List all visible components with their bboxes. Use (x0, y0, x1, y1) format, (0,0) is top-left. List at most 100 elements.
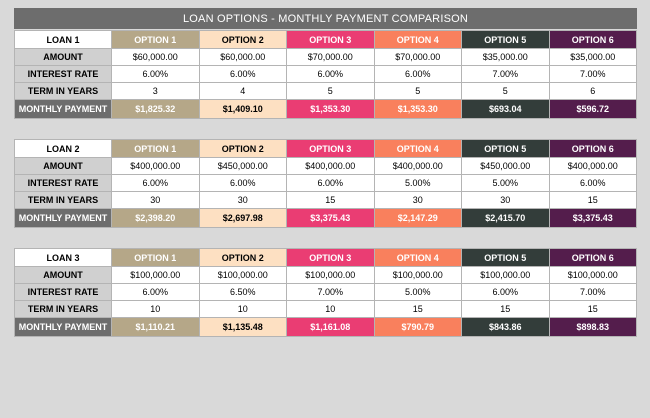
option-header-4[interactable]: OPTION 4 (373, 248, 462, 267)
interest-rate-row-label[interactable]: INTEREST RATE (14, 283, 112, 301)
payment-cell[interactable]: $3,375.43 (548, 208, 637, 228)
payment-cell[interactable]: $2,415.70 (461, 208, 550, 228)
term-cell[interactable]: 15 (373, 300, 462, 318)
loan-name[interactable]: LOAN 2 (14, 139, 112, 158)
rate-cell[interactable]: 6.00% (548, 174, 637, 192)
amount-cell[interactable]: $400,000.00 (111, 157, 200, 175)
rate-cell[interactable]: 5.00% (461, 174, 550, 192)
amount-cell[interactable]: $70,000.00 (286, 48, 375, 66)
option-header-3[interactable]: OPTION 3 (286, 30, 375, 49)
rate-cell[interactable]: 7.00% (548, 65, 637, 83)
term-cell[interactable]: 3 (111, 82, 200, 100)
payment-cell[interactable]: $2,697.98 (198, 208, 287, 228)
term-cell[interactable]: 15 (548, 300, 637, 318)
rate-cell[interactable]: 6.00% (286, 65, 375, 83)
monthly-payment-label[interactable]: MONTHLY PAYMENT (14, 99, 112, 119)
loan-name[interactable]: LOAN 1 (14, 30, 112, 49)
payment-cell[interactable]: $693.04 (461, 99, 550, 119)
monthly-payment-label[interactable]: MONTHLY PAYMENT (14, 208, 112, 228)
term-cell[interactable]: 5 (286, 82, 375, 100)
rate-cell[interactable]: 6.00% (111, 65, 200, 83)
payment-cell[interactable]: $2,147.29 (373, 208, 462, 228)
option-header-1[interactable]: OPTION 1 (111, 139, 200, 158)
term-cell[interactable]: 30 (198, 191, 287, 209)
option-header-2[interactable]: OPTION 2 (198, 248, 287, 267)
term-row-label[interactable]: TERM IN YEARS (14, 82, 112, 100)
payment-cell[interactable]: $1,353.30 (373, 99, 462, 119)
term-cell[interactable]: 10 (286, 300, 375, 318)
term-row-label[interactable]: TERM IN YEARS (14, 191, 112, 209)
amount-cell[interactable]: $450,000.00 (461, 157, 550, 175)
term-cell[interactable]: 15 (548, 191, 637, 209)
payment-cell[interactable]: $1,135.48 (198, 317, 287, 337)
amount-cell[interactable]: $100,000.00 (548, 266, 637, 284)
option-header-4[interactable]: OPTION 4 (373, 30, 462, 49)
amount-cell[interactable]: $35,000.00 (461, 48, 550, 66)
payment-cell[interactable]: $898.83 (548, 317, 637, 337)
amount-cell[interactable]: $400,000.00 (548, 157, 637, 175)
rate-cell[interactable]: 6.00% (198, 65, 287, 83)
option-header-1[interactable]: OPTION 1 (111, 30, 200, 49)
amount-cell[interactable]: $400,000.00 (286, 157, 375, 175)
payment-cell[interactable]: $1,353.30 (286, 99, 375, 119)
amount-row-label[interactable]: AMOUNT (14, 157, 112, 175)
rate-cell[interactable]: 7.00% (286, 283, 375, 301)
payment-cell[interactable]: $843.86 (461, 317, 550, 337)
term-cell[interactable]: 30 (373, 191, 462, 209)
option-header-5[interactable]: OPTION 5 (461, 30, 550, 49)
option-header-6[interactable]: OPTION 6 (548, 139, 637, 158)
payment-cell[interactable]: $596.72 (548, 99, 637, 119)
term-cell[interactable]: 30 (111, 191, 200, 209)
option-header-1[interactable]: OPTION 1 (111, 248, 200, 267)
payment-cell[interactable]: $790.79 (373, 317, 462, 337)
rate-cell[interactable]: 5.00% (373, 174, 462, 192)
rate-cell[interactable]: 6.00% (198, 174, 287, 192)
payment-cell[interactable]: $1,825.32 (111, 99, 200, 119)
term-cell[interactable]: 10 (111, 300, 200, 318)
amount-cell[interactable]: $100,000.00 (111, 266, 200, 284)
option-header-5[interactable]: OPTION 5 (461, 139, 550, 158)
amount-row-label[interactable]: AMOUNT (14, 266, 112, 284)
interest-rate-row-label[interactable]: INTEREST RATE (14, 65, 112, 83)
option-header-4[interactable]: OPTION 4 (373, 139, 462, 158)
amount-cell[interactable]: $70,000.00 (373, 48, 462, 66)
term-cell[interactable]: 4 (198, 82, 287, 100)
option-header-2[interactable]: OPTION 2 (198, 139, 287, 158)
option-header-6[interactable]: OPTION 6 (548, 30, 637, 49)
term-cell[interactable]: 30 (461, 191, 550, 209)
rate-cell[interactable]: 7.00% (461, 65, 550, 83)
rate-cell[interactable]: 6.00% (461, 283, 550, 301)
option-header-2[interactable]: OPTION 2 (198, 30, 287, 49)
monthly-payment-label[interactable]: MONTHLY PAYMENT (14, 317, 112, 337)
payment-cell[interactable]: $1,409.10 (198, 99, 287, 119)
amount-cell[interactable]: $450,000.00 (198, 157, 287, 175)
loan-name[interactable]: LOAN 3 (14, 248, 112, 267)
rate-cell[interactable]: 7.00% (548, 283, 637, 301)
payment-cell[interactable]: $3,375.43 (286, 208, 375, 228)
payment-cell[interactable]: $1,161.08 (286, 317, 375, 337)
rate-cell[interactable]: 6.00% (111, 174, 200, 192)
term-row-label[interactable]: TERM IN YEARS (14, 300, 112, 318)
amount-cell[interactable]: $400,000.00 (373, 157, 462, 175)
amount-cell[interactable]: $35,000.00 (548, 48, 637, 66)
payment-cell[interactable]: $2,398.20 (111, 208, 200, 228)
option-header-3[interactable]: OPTION 3 (286, 248, 375, 267)
rate-cell[interactable]: 6.00% (286, 174, 375, 192)
term-cell[interactable]: 15 (286, 191, 375, 209)
amount-cell[interactable]: $100,000.00 (461, 266, 550, 284)
rate-cell[interactable]: 6.00% (111, 283, 200, 301)
term-cell[interactable]: 5 (461, 82, 550, 100)
amount-cell[interactable]: $60,000.00 (198, 48, 287, 66)
interest-rate-row-label[interactable]: INTEREST RATE (14, 174, 112, 192)
rate-cell[interactable]: 6.00% (373, 65, 462, 83)
amount-cell[interactable]: $60,000.00 (111, 48, 200, 66)
amount-cell[interactable]: $100,000.00 (286, 266, 375, 284)
term-cell[interactable]: 15 (461, 300, 550, 318)
rate-cell[interactable]: 6.50% (198, 283, 287, 301)
option-header-6[interactable]: OPTION 6 (548, 248, 637, 267)
amount-row-label[interactable]: AMOUNT (14, 48, 112, 66)
amount-cell[interactable]: $100,000.00 (198, 266, 287, 284)
option-header-5[interactable]: OPTION 5 (461, 248, 550, 267)
amount-cell[interactable]: $100,000.00 (373, 266, 462, 284)
term-cell[interactable]: 10 (198, 300, 287, 318)
